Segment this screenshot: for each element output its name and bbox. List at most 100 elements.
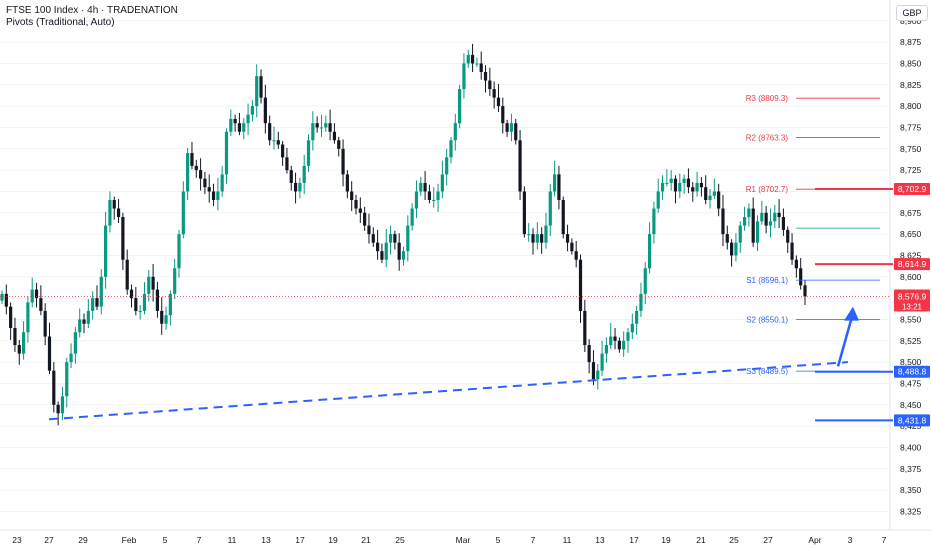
candle-body: [397, 242, 401, 260]
candle-body: [73, 332, 77, 354]
x-tick-label: Apr: [808, 535, 821, 545]
candle-body: [686, 178, 691, 188]
candle-body: [475, 63, 479, 65]
candle-body: [263, 97, 267, 124]
pivot-label: S2 (8550.1): [746, 315, 788, 324]
candle-body: [678, 182, 682, 192]
y-tick-label: 8,350: [900, 485, 922, 495]
candle-body: [207, 187, 211, 192]
candle-body: [293, 182, 298, 192]
x-tick-label: Feb: [122, 535, 137, 545]
indicator-label[interactable]: Pivots (Traditional, Auto): [6, 17, 115, 28]
candle-body: [660, 182, 665, 192]
candle-body: [104, 225, 108, 277]
candle-body: [747, 208, 751, 218]
y-tick-label: 8,875: [900, 37, 922, 47]
candle-body: [112, 200, 116, 209]
candle-body: [82, 319, 86, 324]
candle-body: [380, 251, 384, 260]
candle-body: [647, 234, 652, 269]
candle-body: [578, 259, 583, 311]
candle-body: [306, 140, 311, 166]
forecast-arrow-shaft: [836, 316, 854, 367]
y-tick-label: 8,825: [900, 80, 922, 90]
candle-body: [190, 153, 194, 166]
candle-body: [298, 182, 302, 192]
candle-body: [479, 63, 483, 72]
candle-body: [289, 170, 293, 183]
candle-body: [665, 182, 669, 184]
y-tick-label: 8,525: [900, 336, 922, 346]
candle-body: [60, 396, 65, 414]
x-tick-label: 11: [563, 535, 572, 545]
candle-body: [0, 293, 4, 301]
candle-body: [4, 293, 8, 307]
candle-body: [134, 298, 138, 311]
candle-body: [544, 225, 548, 243]
candle-body: [268, 123, 272, 141]
candle-body: [609, 336, 613, 346]
candle-body: [91, 298, 95, 311]
candle-body: [224, 131, 229, 175]
candle-body: [717, 191, 721, 209]
candle-body: [742, 217, 747, 226]
candle-body: [643, 268, 647, 294]
level-tag-label: 8,702.9: [898, 184, 927, 194]
candle-body: [311, 123, 315, 141]
candle-body: [414, 191, 419, 209]
candle-body: [198, 170, 203, 179]
candle-body: [47, 336, 52, 371]
y-tick-label: 8,750: [900, 144, 922, 154]
candle-body: [432, 200, 436, 201]
candle-body: [30, 289, 34, 303]
candle-body: [799, 268, 803, 286]
level-tag-label: 8,488.8: [898, 367, 927, 377]
last-price-tag-label: 8,576.9: [898, 292, 927, 302]
candle-body: [622, 340, 626, 350]
candle-body: [639, 293, 643, 311]
candle-body: [138, 310, 142, 312]
candle-body: [738, 225, 742, 243]
pivot-label: R3 (8809.3): [746, 94, 789, 103]
x-tick-label: 17: [629, 535, 639, 545]
candle-body: [337, 140, 341, 149]
pivot-label: S3 (8489.5): [746, 367, 788, 376]
candle-body: [600, 353, 604, 371]
x-tick-label: 7: [531, 535, 536, 545]
candle-body: [760, 212, 764, 222]
candle-body: [449, 140, 453, 158]
x-tick-label: 21: [696, 535, 706, 545]
candle-body: [531, 234, 535, 243]
candle-body: [458, 89, 462, 124]
candle-body: [591, 362, 596, 380]
forecast-arrow-head: [844, 306, 859, 321]
candle-body: [669, 178, 673, 183]
level-tag: [894, 258, 930, 271]
last-price-tag: [894, 289, 930, 312]
candle-body: [194, 165, 198, 171]
y-tick-label: 8,625: [900, 250, 922, 260]
candle-body: [721, 208, 725, 235]
candle-body: [419, 182, 423, 192]
candle-body: [276, 140, 280, 145]
candle-body: [781, 217, 786, 230]
candle-body: [492, 89, 496, 98]
y-tick-label: 8,675: [900, 208, 922, 218]
candle-body: [557, 174, 561, 200]
candle-body: [173, 268, 177, 294]
candle-body: [125, 259, 129, 290]
candle-body: [216, 191, 220, 200]
currency-button[interactable]: GBP: [896, 5, 928, 21]
x-tick-label: 17: [295, 535, 305, 545]
candle-body: [99, 276, 103, 307]
candle-body: [255, 76, 259, 107]
candle-body: [363, 212, 367, 226]
y-tick-label: 8,475: [900, 378, 922, 388]
y-tick-label: 8,325: [900, 506, 922, 516]
candle-body: [548, 191, 552, 226]
candle-body: [773, 212, 777, 222]
candle-body: [324, 123, 328, 128]
x-tick-label: 13: [261, 535, 271, 545]
candle-body: [786, 229, 790, 243]
candle-body: [285, 157, 289, 171]
